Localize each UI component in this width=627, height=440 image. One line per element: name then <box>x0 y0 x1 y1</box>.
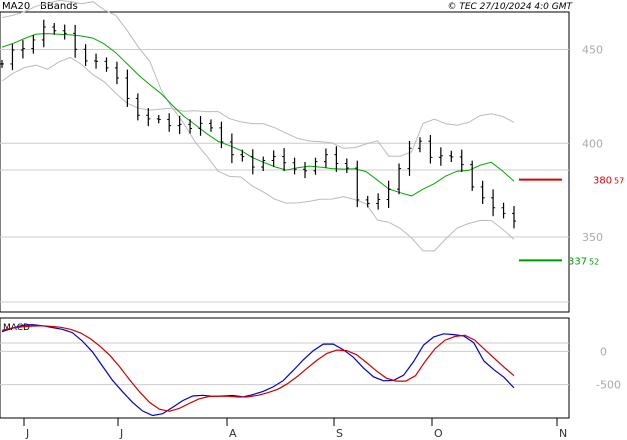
price-bar <box>31 34 36 54</box>
price-bar <box>135 93 140 121</box>
price-bar <box>62 24 67 40</box>
time-axis-label: N <box>559 427 567 440</box>
time-axis-label: A <box>229 427 237 440</box>
price-bar <box>323 148 328 168</box>
ma20-line <box>1 33 515 197</box>
price-bar <box>83 44 88 66</box>
time-axis-label: S <box>336 427 343 440</box>
price-bar <box>313 157 318 175</box>
price-bar <box>491 189 496 217</box>
bollinger-bands <box>1 0 515 252</box>
price-bar <box>459 149 464 172</box>
price-bar <box>355 160 360 208</box>
price-bar <box>292 157 297 175</box>
price-bar <box>208 119 213 132</box>
resistance-level-label: 380 <box>593 176 612 187</box>
price-bar <box>167 113 172 132</box>
price-bar <box>407 141 412 176</box>
price-bar <box>20 40 25 59</box>
price-bars <box>0 19 516 229</box>
price-bar <box>219 121 224 149</box>
price-bar <box>229 133 234 164</box>
price-bar <box>449 150 454 162</box>
price-bar <box>470 160 475 191</box>
price-bar <box>52 23 57 35</box>
price-bar <box>438 147 443 166</box>
price-bar <box>198 116 203 136</box>
macd-series-line <box>1 323 515 417</box>
support-level-label: 337 <box>568 256 587 267</box>
price-bar <box>386 180 391 208</box>
price-bar <box>104 57 109 72</box>
price-bar <box>282 148 287 172</box>
price-bar <box>188 119 193 134</box>
time-axis-label: J <box>119 427 123 440</box>
price-bar <box>177 115 182 135</box>
macd-panel-frame <box>0 317 570 419</box>
bband-upper-line <box>1 0 515 157</box>
source-timestamp: © TEC 27/10/2024 4:0 GMT <box>447 2 573 12</box>
price-levels: 380 57 337 52 <box>519 176 624 267</box>
ma20-legend-label: MA20 <box>2 1 30 12</box>
price-tick-label: 350 <box>582 231 603 244</box>
price-bar <box>250 149 255 175</box>
price-bar <box>428 135 433 164</box>
price-bar <box>397 163 402 195</box>
bband-lower-line <box>1 56 515 252</box>
price-bar <box>271 150 276 167</box>
price-tick-label: 450 <box>582 44 603 57</box>
bbands-legend-label: BBands <box>40 1 78 12</box>
price-bar <box>41 19 46 48</box>
support-level-decimals: 52 <box>589 257 599 266</box>
time-axis-label: J <box>25 427 29 440</box>
price-bar <box>303 162 308 179</box>
price-grid <box>0 49 569 303</box>
price-bar <box>146 108 151 127</box>
price-bar <box>125 69 130 107</box>
macd-tick-label: 0 <box>600 345 607 358</box>
macd-tick-label: -500 <box>596 379 621 392</box>
price-bar <box>344 158 349 174</box>
macd-y-axis: 0 -500 <box>596 345 621 391</box>
macd-panel: MACD 0-500 <box>0 317 621 419</box>
price-y-axis: 450 400 350 <box>582 44 603 245</box>
macd-lines <box>1 323 515 417</box>
signal-series-line <box>1 325 515 412</box>
price-bar <box>240 149 245 162</box>
price-bar <box>114 61 119 85</box>
resistance-level-decimals: 57 <box>614 177 624 186</box>
price-bar <box>0 60 4 68</box>
ma20-series-line <box>1 33 515 197</box>
price-bar <box>94 53 99 69</box>
price-bar <box>512 206 516 229</box>
time-axis-label: O <box>434 427 443 440</box>
price-bar <box>10 43 15 71</box>
price-bar <box>376 193 381 210</box>
price-tick-label: 400 <box>582 137 603 150</box>
price-bar <box>334 146 339 172</box>
price-bar <box>261 156 266 171</box>
price-bar <box>417 137 422 153</box>
price-panel-frame <box>0 11 570 313</box>
price-bar <box>365 195 370 208</box>
price-panel: 450 400 350 380 57 337 52 <box>0 0 624 313</box>
price-bar <box>156 114 161 124</box>
price-bar <box>480 180 485 204</box>
price-bar <box>501 202 506 219</box>
price-bar <box>73 24 78 58</box>
